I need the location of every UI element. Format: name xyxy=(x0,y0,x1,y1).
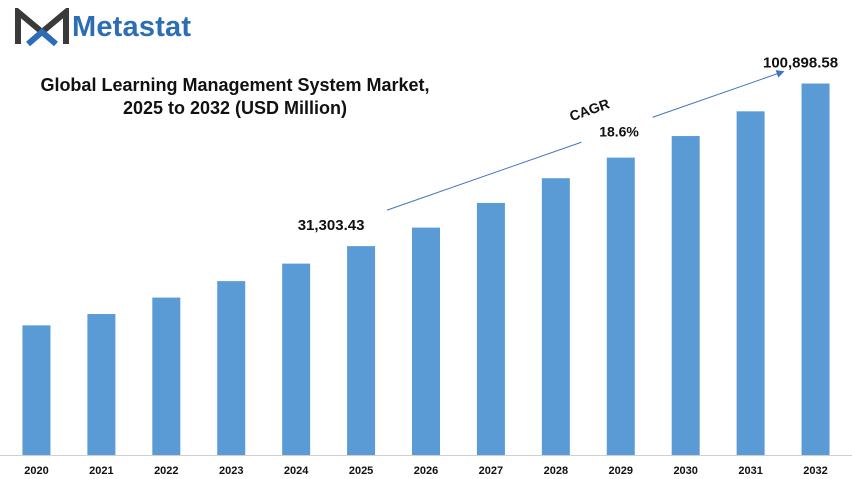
x-tick-2029: 2029 xyxy=(609,465,633,477)
cagr-arrow-line-start xyxy=(386,141,582,211)
bar-2023 xyxy=(217,281,246,455)
x-tick-2024: 2024 xyxy=(284,465,309,477)
bar-2030 xyxy=(671,136,700,456)
brand-name: Metastat xyxy=(72,11,192,43)
chart-title-line-2: 2025 to 2032 (USD Million) xyxy=(122,98,348,118)
x-tick-2022: 2022 xyxy=(154,465,178,477)
x-tick-2025: 2025 xyxy=(349,465,373,477)
metastat-logo-icon xyxy=(15,8,69,47)
data-label-2025: 31,303.43 xyxy=(298,217,365,234)
data-labels: 31,303.43 100,898.58 xyxy=(298,55,838,235)
bar-2025 xyxy=(347,246,376,455)
x-tick-2032: 2032 xyxy=(803,465,827,477)
bar-2029 xyxy=(606,157,635,455)
bar-2024 xyxy=(282,263,311,455)
bar-2021 xyxy=(87,314,116,455)
x-tick-2031: 2031 xyxy=(738,465,762,477)
bar-2020 xyxy=(22,325,51,455)
bar-2028 xyxy=(541,178,570,455)
x-tick-2030: 2030 xyxy=(673,465,697,477)
bar-2022 xyxy=(152,297,181,455)
chart-title-line-1: Global Learning Management System Market… xyxy=(40,75,430,95)
x-tick-2020: 2020 xyxy=(24,465,48,477)
chart-title: Global Learning Management System Market… xyxy=(10,74,460,120)
bar-2026 xyxy=(412,227,440,455)
bars-group xyxy=(22,83,830,456)
x-tick-2021: 2021 xyxy=(89,465,113,477)
data-label-2032: 100,898.58 xyxy=(763,55,838,72)
bar-2031 xyxy=(736,111,765,456)
x-tick-2023: 2023 xyxy=(219,465,243,477)
x-tick-2026: 2026 xyxy=(414,465,438,477)
cagr-label: CAGR xyxy=(567,95,611,124)
bar-2032 xyxy=(801,83,830,456)
cagr-value: 18.6% xyxy=(599,123,639,139)
metastat-logo: Metastat xyxy=(14,6,234,48)
x-tick-2028: 2028 xyxy=(544,465,568,477)
bar-2027 xyxy=(476,202,505,455)
x-tick-labels: 2020 2021 2022 2023 2024 2025 2026 2027 2028 2029… xyxy=(24,465,828,477)
cagr-arrow-line-end xyxy=(652,70,785,118)
x-tick-2027: 2027 xyxy=(479,465,503,477)
